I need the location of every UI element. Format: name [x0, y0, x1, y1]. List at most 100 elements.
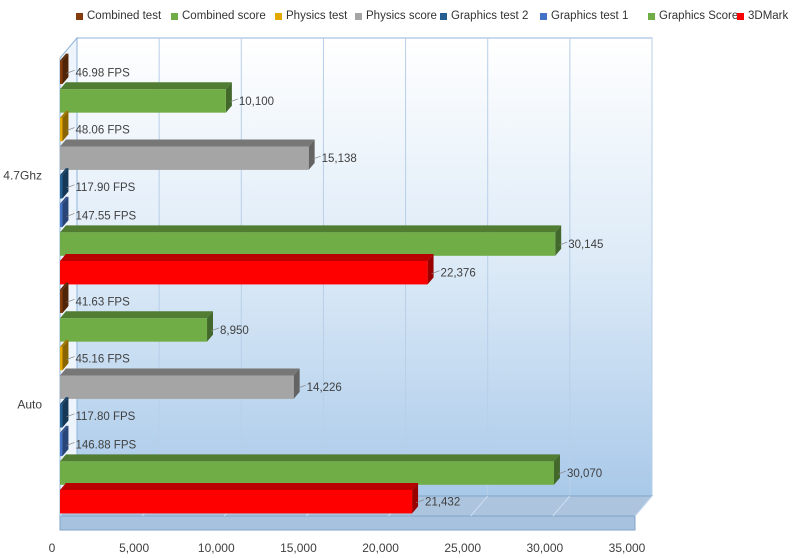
- 3dmark-bar-top: [60, 253, 434, 261]
- legend-label: Physics score: [366, 10, 437, 22]
- physics-test-bar-top: [60, 339, 69, 347]
- physics-test-bar: [60, 346, 63, 371]
- data-label-leader: [557, 470, 567, 475]
- graphics-score-bar-top: [60, 454, 560, 462]
- data-label-leader: [66, 442, 75, 446]
- data-label-leader: [229, 98, 239, 103]
- data-label: 14,226: [307, 382, 342, 394]
- combined-score-bar-top: [60, 311, 213, 319]
- legend-item-physics-score: Physics score: [355, 10, 437, 22]
- 3dmark-bar-side: [412, 482, 419, 514]
- legend-swatch: [648, 12, 655, 20]
- data-label-leader: [431, 270, 440, 275]
- legend-swatch: [355, 12, 362, 20]
- data-label: 147.55 FPS: [75, 210, 136, 222]
- legend-item-combined-score: Combined score: [171, 10, 266, 22]
- legend-swatch: [275, 12, 282, 20]
- legend-label: 3DMark: [748, 10, 789, 22]
- data-label: 10,100: [239, 96, 274, 108]
- data-label: 117.90 FPS: [75, 182, 135, 194]
- graphics-test-2-bar: [60, 404, 63, 428]
- x-tick-label: 15,000: [280, 541, 317, 555]
- 3dmark-bar: [60, 260, 428, 285]
- data-label-leader: [66, 356, 75, 360]
- physics-test-bar: [60, 117, 63, 142]
- physics-score-bar-top: [60, 368, 300, 376]
- data-label-leader: [66, 184, 75, 189]
- legend-swatch: [540, 12, 547, 20]
- legend-swatch: [440, 12, 447, 20]
- x-tick-label: 30,000: [527, 541, 564, 555]
- x-tick-label: 0: [49, 541, 56, 555]
- data-label-leader: [66, 213, 75, 217]
- legend-item-3dmark: 3DMark: [737, 10, 788, 22]
- legend-swatch: [76, 12, 83, 20]
- data-label: 146.88 FPS: [75, 439, 136, 451]
- legend-label: Combined score: [182, 10, 266, 22]
- physics-score-bar-side: [308, 139, 315, 170]
- physics-score-bar: [60, 375, 294, 399]
- graphics-score-bar-top: [60, 225, 562, 233]
- category-label: 4.7Ghz: [3, 168, 42, 182]
- data-label-leader: [415, 499, 425, 504]
- x-tick-label: 25,000: [444, 541, 481, 555]
- legend-item-graphics-test-1: Graphics test 1: [540, 10, 628, 22]
- graphics-test-2-bar-top: [60, 168, 69, 176]
- data-label-leader: [66, 413, 75, 418]
- x-tick-label: 20,000: [362, 541, 399, 555]
- combined-test-bar-top: [60, 282, 69, 290]
- graphics-score-bar: [60, 232, 556, 256]
- legend-label: Graphics test 1: [551, 10, 629, 22]
- data-label: 117.80 FPS: [75, 411, 135, 423]
- floor-gridline: [470, 495, 489, 517]
- x-tick-label: 35,000: [609, 541, 646, 555]
- plot-floor-edge: [59, 515, 636, 531]
- graphics-score-bar: [60, 461, 555, 485]
- legend-swatch: [171, 12, 178, 20]
- graphics-test-2-bar: [60, 175, 63, 199]
- graphics-test-2-bar-top: [60, 397, 69, 405]
- graphics-test-1-bar-side: [62, 196, 69, 228]
- legend-swatch: [737, 12, 744, 20]
- graphics-test-1-bar: [60, 432, 63, 457]
- data-label: 30,145: [568, 239, 603, 251]
- combined-test-bar-side: [62, 53, 69, 85]
- legend-item-graphics-test-2: Graphics test 2: [440, 10, 528, 22]
- physics-score-bar: [60, 146, 309, 170]
- combined-score-bar: [60, 318, 208, 342]
- data-label: 8,950: [220, 325, 249, 337]
- physics-score-bar-top: [60, 139, 315, 147]
- legend-item-graphics-score: Graphics Score: [648, 10, 738, 22]
- 3dmark-bar-side: [427, 253, 434, 285]
- combined-test-bar: [60, 60, 63, 85]
- graphics-test-1-bar-side: [62, 425, 69, 457]
- combined-test-bar-side: [62, 282, 69, 314]
- combined-score-bar: [60, 89, 226, 113]
- data-label: 46.98 FPS: [75, 67, 130, 79]
- data-label-leader: [559, 241, 568, 246]
- data-label: 21,432: [425, 497, 460, 509]
- graphics-score-bar-side: [554, 454, 560, 485]
- combined-score-bar-side: [225, 82, 232, 113]
- combined-test-bar: [60, 289, 63, 314]
- combined-score-bar-top: [60, 82, 232, 90]
- data-label-leader: [297, 384, 306, 389]
- data-label: 45.16 FPS: [75, 354, 130, 366]
- data-label: 22,376: [441, 268, 476, 280]
- graphics-test-1-bar: [60, 203, 63, 228]
- legend-item-combined-test: Combined test: [76, 10, 161, 22]
- physics-test-bar-side: [62, 110, 69, 142]
- graphics-test-1-bar-top: [60, 425, 69, 433]
- graphics-test-2-bar-side: [62, 168, 69, 199]
- floor-gridline: [634, 495, 653, 517]
- legend-label: Graphics test 2: [451, 10, 529, 22]
- physics-test-bar-top: [60, 110, 69, 118]
- physics-score-bar-side: [293, 368, 300, 399]
- data-label-leader: [312, 155, 321, 160]
- legend-label: Physics test: [286, 10, 348, 22]
- category-label: Auto: [17, 397, 42, 411]
- 3dmark-bar: [60, 489, 413, 514]
- graphics-test-1-bar-top: [60, 196, 69, 204]
- 3dmark-bar-top: [60, 482, 419, 490]
- data-label-leader: [66, 127, 75, 131]
